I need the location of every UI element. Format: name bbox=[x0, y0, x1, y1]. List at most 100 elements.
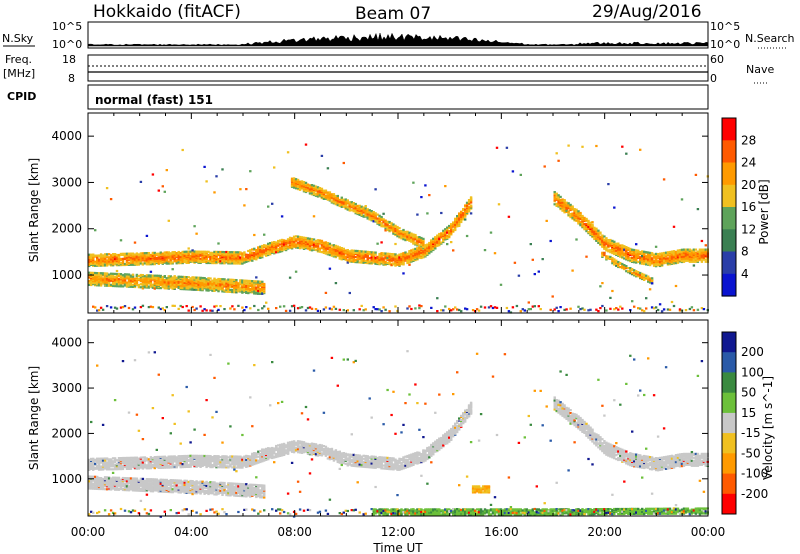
velocity-cell bbox=[103, 488, 107, 491]
power-cell bbox=[245, 260, 248, 263]
power-cell bbox=[306, 237, 310, 240]
power-cell bbox=[185, 250, 188, 253]
power-cell bbox=[346, 249, 349, 252]
power-cell bbox=[430, 245, 433, 248]
power-cell bbox=[354, 249, 357, 252]
power-cell bbox=[664, 259, 668, 262]
power-cell bbox=[211, 282, 214, 285]
power-cell bbox=[280, 247, 284, 250]
velocity-cell bbox=[101, 481, 105, 484]
power-cell bbox=[396, 235, 399, 238]
power-cell bbox=[698, 254, 702, 257]
power-cell bbox=[386, 220, 389, 223]
power-cell bbox=[348, 260, 351, 263]
power-cell bbox=[235, 257, 238, 260]
power-cell bbox=[181, 250, 184, 253]
power-cell bbox=[97, 283, 101, 286]
power-cell bbox=[109, 258, 113, 261]
power-cell bbox=[601, 251, 604, 254]
power-cell bbox=[674, 250, 678, 253]
power-cell bbox=[233, 251, 236, 254]
power-cell bbox=[611, 242, 614, 245]
power-cell bbox=[384, 252, 387, 255]
power-cell bbox=[88, 253, 91, 256]
power-cell bbox=[698, 248, 702, 251]
power-cell bbox=[255, 280, 258, 283]
power-cell bbox=[314, 248, 318, 252]
power-cell bbox=[406, 256, 409, 259]
power-cell bbox=[191, 249, 194, 252]
power-cell bbox=[179, 304, 182, 308]
power-cell bbox=[229, 254, 232, 257]
power-cell bbox=[105, 264, 109, 267]
power-cell bbox=[245, 306, 248, 309]
power-cell bbox=[318, 239, 322, 242]
power-cell bbox=[97, 274, 101, 277]
power-cell bbox=[205, 309, 208, 312]
power-cell bbox=[595, 227, 598, 230]
power-cell bbox=[450, 309, 453, 312]
velocity-cell bbox=[109, 509, 113, 512]
power-cell bbox=[700, 259, 704, 262]
power-cell bbox=[418, 244, 421, 247]
power-cell bbox=[686, 253, 690, 256]
power-cell bbox=[88, 271, 91, 274]
power-cell bbox=[101, 282, 105, 285]
power-cell bbox=[111, 275, 115, 278]
power-cell bbox=[573, 208, 576, 211]
power-cell bbox=[322, 197, 326, 200]
power-cell bbox=[420, 305, 423, 308]
power-cell bbox=[428, 249, 431, 252]
power-cell bbox=[414, 307, 417, 310]
power-cell bbox=[257, 289, 260, 292]
power-cell bbox=[647, 280, 650, 283]
power-cell bbox=[581, 307, 584, 310]
power-cell bbox=[467, 201, 471, 204]
power-cell bbox=[340, 252, 343, 255]
power-cell bbox=[279, 246, 282, 249]
power-cell bbox=[464, 215, 467, 218]
power-cell bbox=[155, 281, 158, 284]
power-cell bbox=[378, 223, 381, 227]
power-cell bbox=[155, 256, 158, 259]
power-cell bbox=[294, 270, 298, 273]
power-cell bbox=[213, 255, 216, 259]
velocity-cell bbox=[105, 488, 109, 491]
power-cell bbox=[637, 249, 640, 252]
power-cell bbox=[340, 203, 343, 206]
power-cell bbox=[229, 278, 232, 281]
power-cell bbox=[444, 228, 447, 231]
power-cell bbox=[318, 194, 322, 197]
power-cell bbox=[346, 250, 349, 253]
power-cell bbox=[678, 249, 682, 252]
power-cell bbox=[109, 306, 113, 309]
power-cell bbox=[692, 248, 696, 251]
power-cell bbox=[113, 306, 117, 309]
power-cell bbox=[436, 310, 439, 313]
power-cell bbox=[199, 276, 202, 279]
power-cell bbox=[639, 261, 642, 264]
power-cell bbox=[448, 235, 451, 238]
power-cell bbox=[173, 260, 176, 263]
power-cell bbox=[288, 276, 292, 279]
date-title: 29/Aug/2016 bbox=[592, 2, 702, 22]
power-cell bbox=[153, 259, 156, 263]
velocity-cell bbox=[88, 467, 91, 470]
power-cell bbox=[241, 288, 244, 291]
power-cell bbox=[607, 255, 610, 258]
power-cell bbox=[479, 305, 483, 308]
power-cell bbox=[392, 253, 395, 256]
power-cell bbox=[310, 249, 314, 252]
power-cell bbox=[201, 276, 204, 280]
power-cell bbox=[92, 305, 95, 308]
velocity-cell bbox=[115, 463, 119, 466]
power-cell bbox=[422, 237, 425, 240]
power-cell bbox=[115, 279, 119, 282]
power-cell bbox=[366, 250, 369, 253]
power-cell bbox=[109, 261, 113, 264]
power-cell bbox=[650, 282, 654, 285]
velocity-cell bbox=[109, 458, 113, 461]
power-cell bbox=[215, 175, 218, 178]
velocity-cell bbox=[96, 457, 99, 460]
